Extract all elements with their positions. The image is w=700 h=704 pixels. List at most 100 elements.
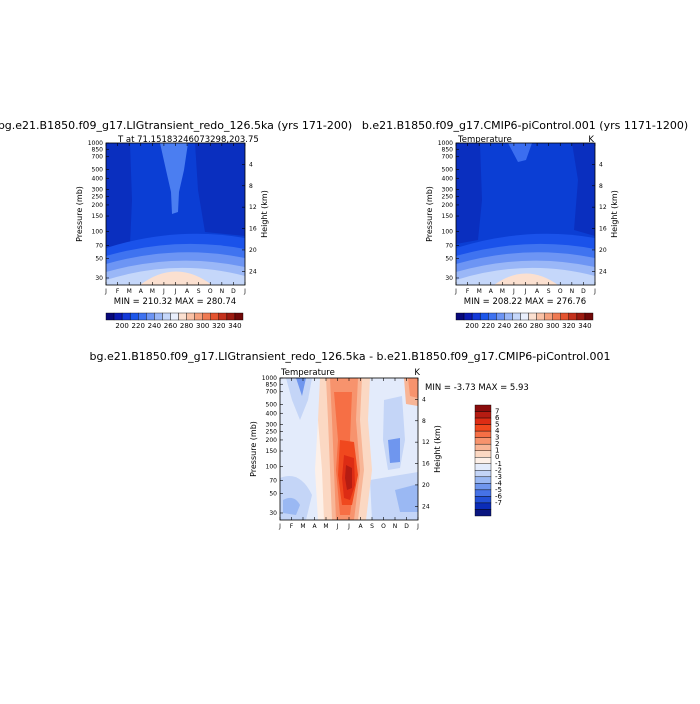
height-tick-label: 20: [599, 247, 607, 254]
colorbar-label: 260: [514, 322, 527, 330]
pressure-tick-label: 250: [92, 193, 104, 200]
month-tick-label: A: [185, 288, 190, 295]
colorbar-label: 240: [148, 322, 161, 330]
colorbar-label: -1: [495, 460, 502, 468]
panel-2-colorbar: 200 220 240 260 280 300 320 340: [455, 312, 594, 330]
month-tick-label: M: [323, 523, 328, 530]
colorbar-label: 200: [465, 322, 478, 330]
colorbar-swatch: [474, 450, 492, 458]
pressure-tick-label: 100: [92, 229, 104, 236]
colorbar-label: 5: [495, 421, 499, 429]
pressure-tick-label: 30: [445, 275, 453, 282]
month-tick-label: O: [381, 523, 386, 530]
colorbar-swatch: [576, 312, 586, 321]
colorbar-swatch: [474, 502, 492, 510]
month-tick-label: F: [466, 288, 470, 295]
colorbar-swatch: [162, 312, 171, 321]
colorbar-swatch: [496, 312, 505, 321]
month-tick-label: D: [404, 523, 409, 530]
colorbar-swatch: [226, 312, 236, 321]
colorbar-swatch: [129, 312, 139, 321]
pressure-tick-label: 700: [266, 389, 278, 396]
pressure-tick-label: 50: [269, 490, 277, 497]
month-tick-label: J: [454, 288, 457, 295]
pressure-tick-label: 30: [95, 275, 103, 282]
pressure-tick-label: 1000: [262, 375, 277, 382]
panel-1-stats: MIN = 210.32 MAX = 280.74: [114, 297, 236, 307]
month-tick-label: J: [278, 523, 281, 530]
colorbar-label: 320: [212, 322, 225, 330]
colorbar-swatch: [504, 312, 513, 321]
panel-3-axes: J F M A M J J A S O N D J305070100150200250300400500…: [249, 375, 442, 530]
colorbar-swatch: [474, 411, 492, 419]
colorbar-swatch: [552, 312, 561, 321]
height-tick-label: 8: [422, 418, 426, 425]
panel-1-contours: [106, 143, 245, 285]
colorbar-swatch: [474, 470, 492, 478]
panel-2-stats: MIN = 208.22 MAX = 276.76: [464, 297, 586, 307]
pressure-tick-label: 50: [95, 255, 103, 262]
pressure-tick-label: 500: [442, 167, 454, 174]
month-tick-label: M: [500, 288, 505, 295]
colorbar-swatch: [210, 312, 220, 321]
pressure-tick-label: 250: [442, 193, 454, 200]
height-tick-label: 4: [422, 396, 426, 403]
colorbar-label: 280: [180, 322, 193, 330]
colorbar-label: 300: [196, 322, 209, 330]
panel-2-right-label: K: [588, 135, 594, 145]
colorbar-swatch: [474, 417, 492, 425]
colorbar-label: 280: [530, 322, 543, 330]
colorbar-swatch: [474, 437, 492, 445]
colorbar-swatch: [474, 496, 492, 504]
colorbar-swatch: [488, 312, 497, 321]
pressure-tick-label: 300: [266, 421, 278, 428]
colorbar-label: -4: [495, 479, 503, 487]
pressure-tick-label: 30: [269, 510, 277, 517]
colorbar-swatch: [178, 312, 187, 321]
colorbar-swatch: [474, 424, 492, 432]
colorbar-label: 340: [228, 322, 241, 330]
month-tick-label: F: [116, 288, 120, 295]
month-tick-label: A: [489, 288, 494, 295]
pressure-tick-label: 50: [445, 255, 453, 262]
month-tick-label: N: [220, 288, 225, 295]
pressure-tick-label: 200: [442, 202, 454, 209]
month-tick-label: J: [524, 288, 527, 295]
panel-2-axes: J F M A M J J A S O N D J305070100150200250300400500…: [425, 140, 619, 295]
height-tick-label: 24: [422, 503, 430, 510]
colorbar-swatch: [121, 312, 131, 321]
panel-2-contours: [456, 143, 595, 285]
pressure-tick-label: 300: [92, 186, 104, 193]
colorbar-swatch: [105, 312, 115, 321]
month-tick-label: J: [174, 288, 177, 295]
panel-2-title: b.e21.B1850.f09_g17.CMIP6-piControl.001 …: [362, 119, 688, 132]
height-tick-label: 16: [422, 461, 430, 468]
colorbar-swatch: [474, 476, 492, 484]
colorbar-label: 220: [132, 322, 145, 330]
panel-3: bg.e21.B1850.f09_g17.LIGtransient_redo_1…: [90, 350, 611, 530]
pressure-tick-label: 850: [92, 146, 104, 153]
height-axis-label: Height (km): [610, 190, 619, 238]
colorbar-swatch: [474, 489, 492, 497]
colorbar-swatch: [471, 312, 481, 321]
height-tick-label: 4: [249, 161, 253, 168]
pressure-tick-label: 100: [266, 464, 278, 471]
colorbar-label: -7: [495, 499, 502, 507]
pressure-tick-label: 250: [266, 428, 278, 435]
height-tick-label: 20: [422, 482, 430, 489]
colorbar-label: 340: [578, 322, 591, 330]
pressure-axis-label: Pressure (mb): [425, 186, 434, 242]
month-tick-label: S: [197, 288, 201, 295]
pressure-tick-label: 70: [95, 242, 103, 249]
colorbar-label: 6: [495, 414, 500, 422]
pressure-tick-label: 150: [266, 448, 278, 455]
colorbar-swatch: [186, 312, 195, 321]
month-tick-label: D: [231, 288, 236, 295]
colorbar-swatch: [474, 457, 492, 464]
pressure-tick-label: 500: [266, 402, 278, 409]
month-tick-label: M: [477, 288, 482, 295]
height-tick-label: 8: [249, 183, 253, 190]
height-tick-label: 8: [599, 183, 603, 190]
height-tick-label: 12: [422, 439, 430, 446]
